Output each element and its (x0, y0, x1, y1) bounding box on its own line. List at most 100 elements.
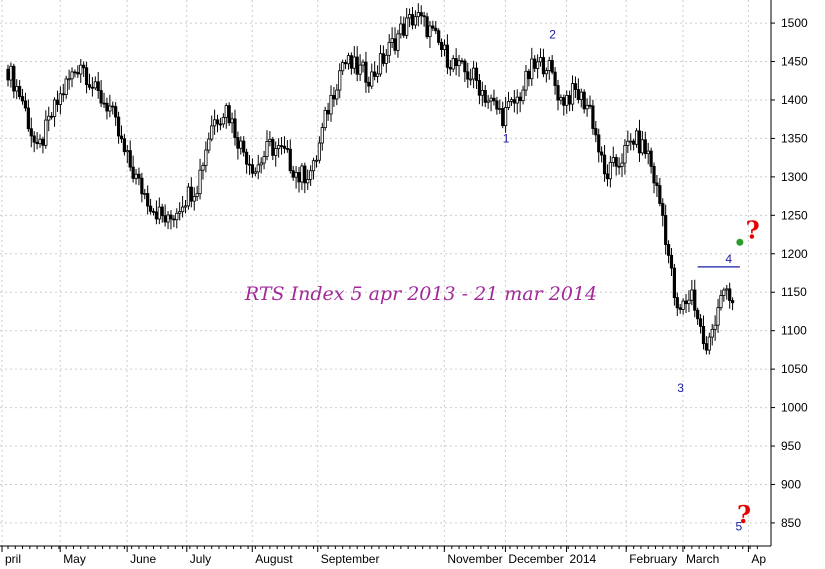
candle-body (18, 86, 22, 97)
candle-body (245, 151, 249, 165)
question-mark: ? (746, 215, 760, 244)
candle-body (288, 148, 292, 172)
candle-body (661, 203, 665, 216)
candle-body (617, 165, 621, 168)
y-tick-label: 1350 (781, 131, 808, 145)
candle-body (547, 60, 551, 71)
candle-body (565, 95, 569, 106)
candle-body (230, 118, 234, 124)
candle-body (137, 173, 141, 179)
candle-body (626, 140, 630, 146)
candle-body (687, 299, 691, 305)
candle-body (146, 193, 150, 207)
candle-body (306, 179, 310, 184)
question-mark: ? (737, 500, 751, 529)
candle-body (509, 99, 514, 102)
candle-body (180, 206, 185, 212)
candle-body (247, 163, 252, 166)
candle-body (67, 78, 71, 81)
candle-body (79, 64, 83, 75)
candle-body (221, 117, 225, 125)
candle-body (99, 90, 103, 104)
candle-body (370, 71, 374, 87)
candle-body (504, 107, 508, 127)
candle-body (573, 83, 578, 90)
wave-label-3: 3 (677, 381, 684, 395)
candle-body (541, 57, 546, 75)
candle-body (227, 105, 231, 124)
candle-body (568, 95, 572, 105)
candle-body (82, 64, 86, 69)
candle-body (122, 138, 126, 153)
candle-body (393, 38, 397, 51)
candle-body (390, 38, 394, 43)
y-tick-label: 850 (781, 516, 801, 530)
candle-body (311, 160, 316, 172)
candle-body (294, 172, 298, 178)
candle-body (512, 99, 516, 104)
candle-body (195, 193, 199, 197)
candle-body (285, 147, 289, 150)
candle-body (320, 127, 324, 144)
candle-body (277, 145, 281, 149)
candle-body (143, 193, 147, 195)
candle-body (719, 295, 723, 309)
candle-body (111, 105, 115, 108)
candle-body (387, 42, 391, 56)
candle-body (274, 148, 278, 156)
candle-body (684, 300, 688, 305)
wave-label-4: 4 (725, 252, 732, 266)
candle-body (70, 71, 74, 80)
candle-body (172, 218, 176, 221)
candle-body (521, 89, 525, 102)
candle-body (588, 104, 592, 107)
candle-body (335, 89, 339, 100)
candle-body (530, 58, 534, 80)
candle-body (489, 97, 493, 102)
y-tick-label: 1100 (781, 324, 807, 338)
candle-body (396, 33, 400, 51)
candle-body (690, 289, 694, 301)
candle-body (204, 149, 208, 166)
candle-body (384, 54, 388, 64)
candle-body (570, 83, 575, 105)
candle-body (352, 56, 356, 69)
y-tick-label: 1150 (781, 285, 807, 299)
candle-body (605, 173, 610, 180)
y-tick-label: 1250 (781, 208, 808, 222)
candle-body (114, 106, 118, 118)
candle-body (32, 135, 36, 143)
candle-body (262, 156, 266, 164)
candle-body (186, 186, 191, 207)
candle-body (300, 165, 304, 183)
candle-body (399, 23, 403, 35)
candle-body (157, 206, 161, 220)
candle-body (213, 119, 217, 127)
x-tick-label: July (190, 552, 211, 566)
candle-body (681, 300, 685, 310)
wave-label-5: 5 (736, 520, 743, 534)
candle-body (611, 157, 615, 163)
candle-body (413, 16, 418, 26)
candle-body (457, 60, 461, 67)
y-tick-label: 1400 (781, 93, 808, 107)
candle-body (12, 65, 16, 92)
candle-body (381, 53, 385, 64)
candle-body (576, 89, 580, 100)
candle-body (175, 212, 179, 221)
candle-body (178, 211, 182, 214)
candle-body (250, 164, 255, 174)
candle-body (620, 162, 624, 167)
candle-body (317, 142, 321, 161)
candle-body (483, 90, 487, 103)
wave-label-2: 2 (549, 27, 556, 41)
candle-body (710, 328, 714, 338)
candle-body (445, 44, 450, 68)
candle-body (533, 58, 537, 69)
candle-body (224, 105, 228, 118)
candle-body (90, 86, 94, 89)
y-axis: 850 900 950 1000 1050 1100 1150 1200 1250 1300 135… (771, 16, 808, 530)
candle-body (698, 318, 703, 327)
candle-body (495, 100, 499, 110)
candle-body (61, 93, 65, 96)
